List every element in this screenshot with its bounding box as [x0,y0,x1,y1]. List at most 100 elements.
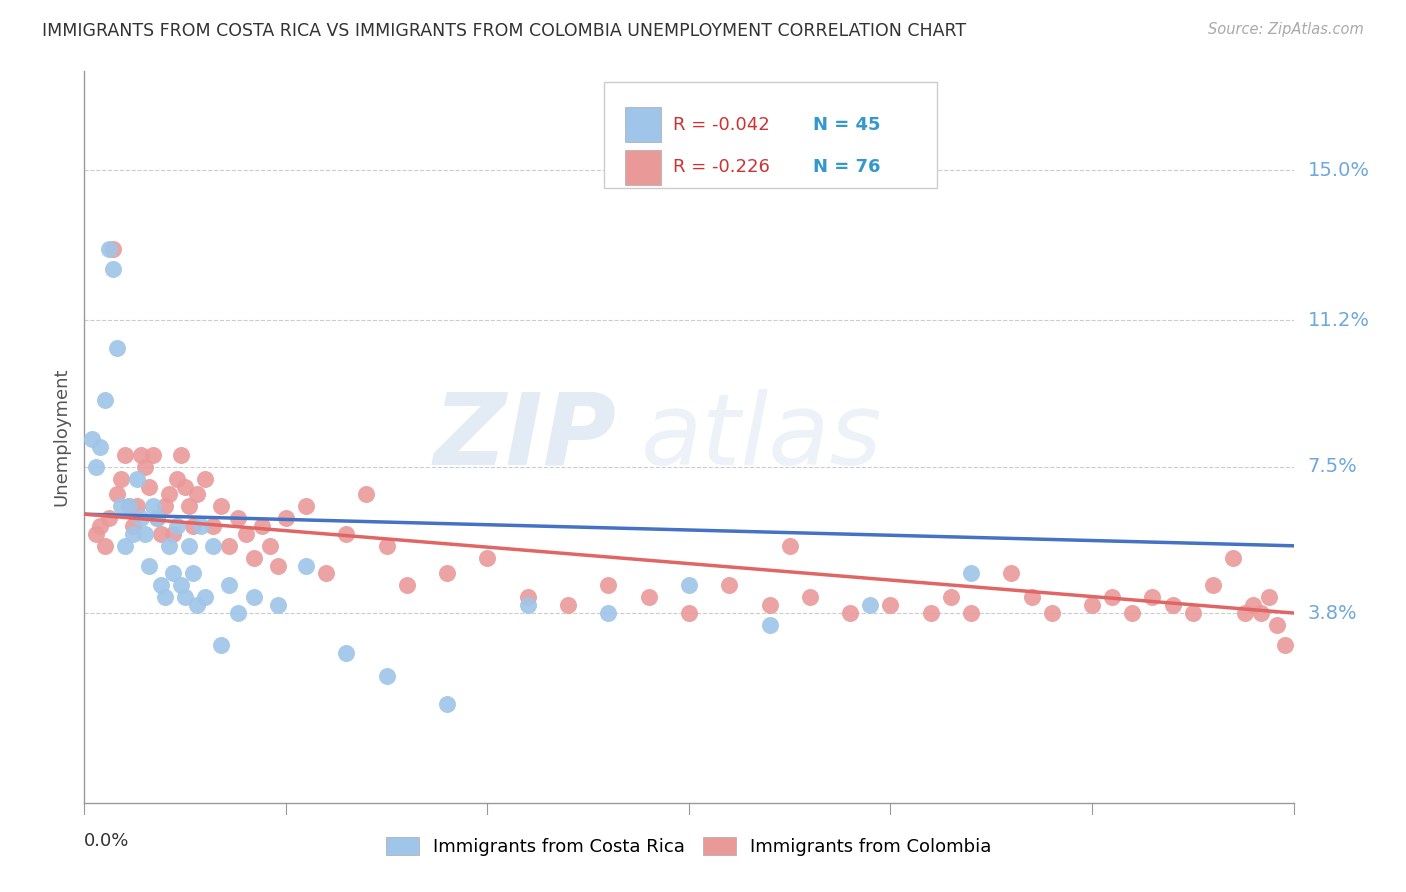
Text: 0.0%: 0.0% [84,832,129,850]
Point [202,539,225,553]
Point [97,511,120,525]
Point [758,598,780,612]
Point [1258,591,1281,605]
Y-axis label: Unemployment: Unemployment [52,368,70,507]
Point [335,527,357,541]
Point [110,500,132,514]
Point [1241,598,1264,612]
Point [1274,638,1296,652]
Point [242,550,264,565]
Point [1267,618,1289,632]
Text: R = -0.042: R = -0.042 [673,116,770,134]
FancyBboxPatch shape [605,82,936,188]
Point [134,459,156,474]
Point [129,448,152,462]
Point [1081,598,1104,612]
Point [259,539,281,553]
Point [678,606,700,620]
Text: 7.5%: 7.5% [1308,458,1357,476]
Point [242,591,264,605]
Point [194,591,217,605]
Point [1222,550,1244,565]
Point [202,519,225,533]
Point [274,511,297,525]
Point [375,539,398,553]
Point [162,566,184,581]
Point [718,578,741,592]
Point [149,527,172,541]
Point [960,566,983,581]
Text: N = 76: N = 76 [814,158,882,177]
Point [138,479,160,493]
Point [121,527,143,541]
Text: atlas: atlas [641,389,882,485]
Point [267,598,290,612]
Point [166,472,188,486]
Point [186,598,208,612]
Text: Source: ZipAtlas.com: Source: ZipAtlas.com [1208,22,1364,37]
Point [209,500,232,514]
Point [1250,606,1272,620]
Point [839,606,862,620]
Point [134,527,156,541]
Point [436,566,458,581]
Point [218,539,240,553]
Point [129,511,152,525]
Legend: Immigrants from Costa Rica, Immigrants from Colombia: Immigrants from Costa Rica, Immigrants f… [387,837,991,856]
Point [1142,591,1164,605]
Point [105,341,128,355]
Text: 15.0%: 15.0% [1308,161,1369,179]
Point [110,472,132,486]
Point [101,242,124,256]
Point [295,500,318,514]
Text: ZIP: ZIP [433,389,616,485]
Point [516,591,538,605]
Point [799,591,821,605]
Point [93,392,115,407]
Text: N = 45: N = 45 [814,116,882,134]
Point [960,606,983,620]
Point [557,598,579,612]
Point [162,527,184,541]
Point [86,459,108,474]
Point [138,558,160,573]
Point [146,511,169,525]
Point [105,487,128,501]
Point [920,606,942,620]
FancyBboxPatch shape [624,150,661,185]
Point [758,618,780,632]
Point [1234,606,1257,620]
Point [335,646,357,660]
Point [166,519,188,533]
Point [209,638,232,652]
Point [218,578,240,592]
Point [174,591,197,605]
Point [125,472,148,486]
Point [235,527,257,541]
Point [142,500,165,514]
Point [250,519,273,533]
Point [121,519,143,533]
Point [1121,606,1143,620]
Text: 11.2%: 11.2% [1308,311,1369,330]
Point [859,598,882,612]
Point [190,519,212,533]
Point [181,519,204,533]
Point [157,539,180,553]
Point [153,591,176,605]
Point [226,511,249,525]
Point [142,448,165,462]
Point [436,697,458,711]
Point [779,539,801,553]
Point [186,487,208,501]
Point [101,262,124,277]
Point [315,566,337,581]
Point [477,550,499,565]
Point [295,558,318,573]
Point [267,558,290,573]
Point [879,598,901,612]
Point [149,578,172,592]
Text: 3.8%: 3.8% [1308,604,1357,623]
Point [114,539,136,553]
Point [179,500,201,514]
